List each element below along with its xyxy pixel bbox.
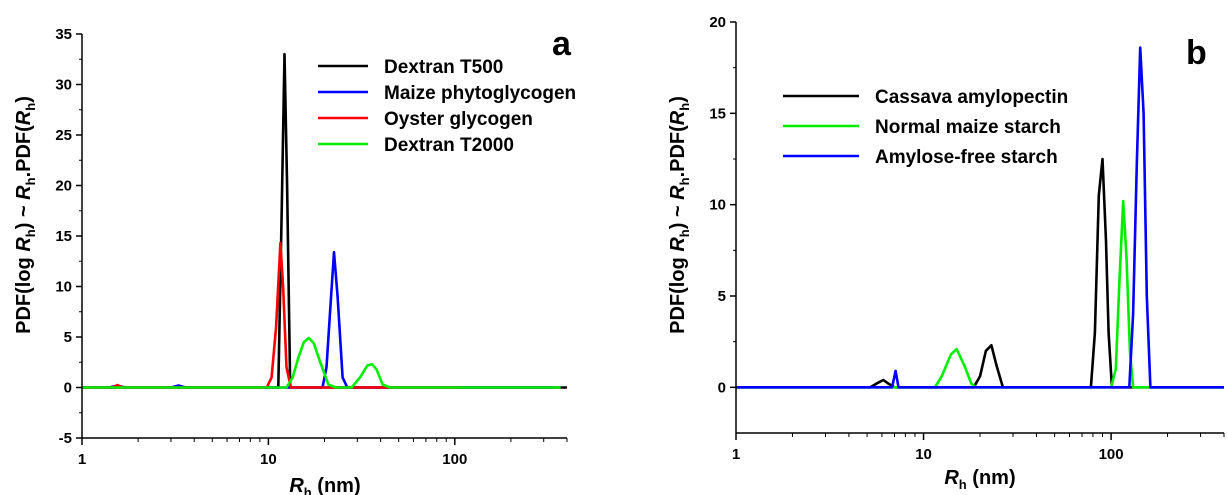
ylabel-part: R [667, 237, 689, 252]
y-tick-label: 25 [55, 127, 72, 144]
panel-a-xlabel-main: R [289, 475, 304, 495]
y-tick-label: 20 [709, 14, 726, 31]
panel-b-letter: b [1186, 34, 1207, 72]
panel-a-letter: a [552, 25, 572, 63]
panel-a-legend: Dextran T500 Maize phytoglycogen Oyster gl… [318, 57, 576, 156]
ylabel-sub: h [677, 229, 692, 237]
panel-b-y-axis-label: PDF(log Rh) ~ Rh.PDF(Rh) [667, 96, 692, 334]
y-tick-label: 0 [64, 380, 72, 397]
y-tick-label: 15 [709, 105, 726, 122]
ylabel-part: ) ~ [13, 200, 35, 229]
legend-label: Amylose-free starch [875, 147, 1058, 168]
legend-label: Dextran T2000 [384, 135, 514, 156]
series-line-2 [736, 199, 1224, 389]
series-line-4 [82, 336, 561, 389]
ylabel-part: .PDF( [13, 125, 35, 178]
panel-b-legend: Cassava amylopectin Normal maize starch Am… [783, 87, 1068, 168]
ylabel-part: R [13, 237, 35, 252]
panel-b-x-axis-label: Rh (nm) [944, 467, 1015, 492]
panel-a-x-axis-label: Rh (nm) [289, 475, 360, 495]
y-tick-label: 35 [55, 26, 72, 43]
series-line-2 [82, 250, 554, 389]
x-tick-label: 1 [732, 446, 740, 463]
ylabel-part: R [667, 185, 689, 200]
series-line-3 [82, 241, 463, 389]
y-tick-label: 0 [718, 379, 726, 396]
panel-b: 1 10 100 0 5 10 15 20 b Cassava amylopectin Norm… [667, 14, 1225, 492]
ylabel-sub: h [677, 177, 692, 185]
y-tick-label: 10 [709, 197, 726, 214]
legend-label: Cassava amylopectin [875, 87, 1068, 108]
ylabel-sub: h [23, 229, 38, 237]
ylabel-part: R [667, 110, 689, 125]
y-tick-label: -5 [59, 430, 72, 447]
panel-a-series-lines [82, 52, 567, 389]
panel-b-ticks: 1 10 100 0 5 10 15 20 [709, 14, 1225, 463]
panel-b-xlabel-sub: h [959, 477, 967, 492]
y-tick-label: 15 [55, 228, 72, 245]
ylabel-part: .PDF( [667, 125, 689, 178]
y-tick-label: 30 [55, 77, 72, 94]
y-tick-label: 5 [64, 329, 72, 346]
ylabel-part: PDF(log [13, 252, 35, 334]
panel-b-series-lines [736, 46, 1224, 389]
ylabel-part: PDF(log [667, 252, 689, 334]
series-line-1 [82, 52, 567, 389]
ylabel-part: ) [667, 96, 689, 103]
x-tick-label: 10 [915, 446, 932, 463]
panel-a-ticks: 1 10 100 -5 0 5 10 15 20 25 30 35 [55, 26, 568, 468]
legend-label: Maize phytoglycogen [384, 83, 576, 104]
x-tick-label: 10 [260, 451, 277, 468]
ylabel-part: ) [13, 96, 35, 103]
y-tick-label: 20 [55, 178, 72, 195]
x-tick-label: 1 [78, 451, 86, 468]
ylabel-part: ) ~ [667, 200, 689, 229]
ylabel-sub: h [677, 103, 692, 111]
ylabel-part: R [13, 185, 35, 200]
panel-b-xlabel-main: R [944, 467, 959, 489]
legend-label: Dextran T500 [384, 57, 503, 78]
panel-a-y-axis-label: PDF(log Rh) ~ Rh.PDF(Rh) [13, 96, 38, 334]
ylabel-sub: h [23, 177, 38, 185]
ylabel-part: R [13, 110, 35, 125]
panel-a-xlabel-sub: h [304, 485, 312, 495]
legend-label: Normal maize starch [875, 117, 1061, 138]
panel-b-xlabel-rest: (nm) [967, 467, 1016, 489]
panel-a-xlabel-rest: (nm) [312, 475, 361, 495]
ylabel-sub: h [23, 103, 38, 111]
series-line-3 [736, 46, 1224, 389]
panel-a: 1 10 100 -5 0 5 10 15 20 25 30 35 a Dextran T500 Mai… [13, 25, 576, 495]
x-tick-label: 100 [442, 451, 467, 468]
x-tick-label: 100 [1099, 446, 1124, 463]
y-tick-label: 5 [718, 288, 726, 305]
series-line-1 [736, 157, 1224, 389]
legend-label: Oyster glycogen [384, 109, 533, 130]
y-tick-label: 10 [55, 279, 72, 296]
